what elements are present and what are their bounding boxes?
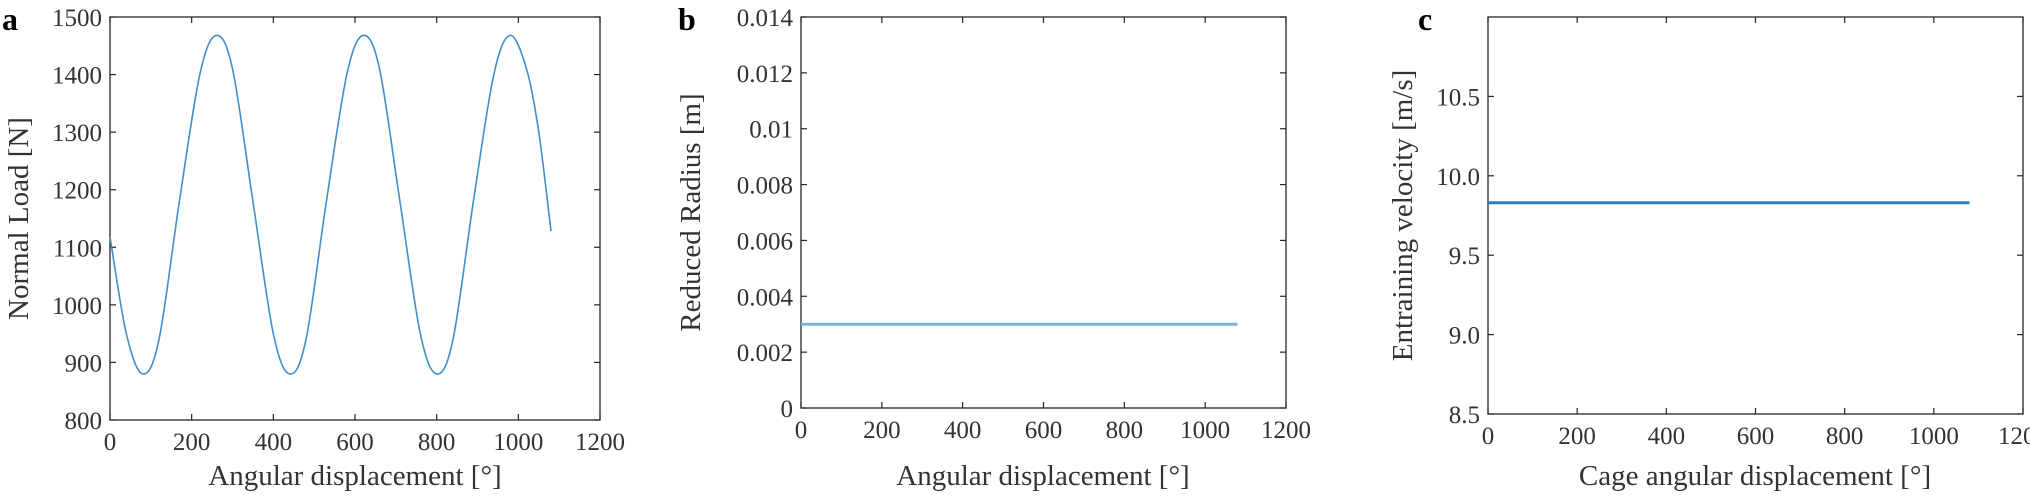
y-tick-label-c: 10.5	[1436, 84, 1480, 111]
x-tick-label-b: 400	[944, 417, 982, 444]
y-tick-label-a: 900	[65, 350, 103, 377]
panel-letter-c: c	[1418, 1, 1432, 37]
panel-b: b 0 200 400 600 800 1000 120000.0020.0040.0060…	[675, 1, 1311, 492]
x-tick-label-a: 800	[418, 429, 456, 456]
x-tick-label-b: 800	[1106, 417, 1144, 444]
plot-area-b: 0 200 400 600 800 1000 1200 0 0.002 0.004 0.006 0.0…	[737, 5, 1311, 444]
x-axis-label-c: Cage angular displacement [°]	[1579, 460, 1931, 492]
x-tick-label-a: 1200	[575, 429, 625, 456]
y-tick-label-a: 1200	[52, 178, 102, 205]
x-tick-label-c: 800	[1826, 423, 1864, 450]
y-tick-label-b: 0.012	[737, 61, 793, 88]
x-tick-label-b: 0	[795, 417, 808, 444]
y-tick-label-b: 0.008	[737, 173, 793, 200]
y-tick-label-a: 1300	[52, 120, 102, 147]
y-tick-label-b: 0	[781, 396, 794, 423]
x-tick-label-b: 1000	[1180, 417, 1230, 444]
x-tick-label-c: 0	[1482, 423, 1495, 450]
y-tick-label-b: 0.002	[737, 340, 793, 367]
y-tick-label-c: 9.0	[1449, 323, 1480, 350]
x-tick-label-a: 600	[336, 429, 374, 456]
y-tick-label-b: 0.006	[737, 228, 793, 255]
y-tick-label-c: 10.0	[1436, 164, 1480, 191]
y-tick-label-a: 1100	[53, 235, 102, 262]
x-tick-label-a: 400	[255, 429, 293, 456]
y-tick-label-a: 1400	[52, 63, 102, 90]
y-axis-label-c: Entraining velocity [m/s]	[1387, 70, 1419, 362]
y-axis-label-a: Normal Load [N]	[3, 117, 35, 320]
x-tick-label-c: 1000	[1909, 423, 1959, 450]
x-tick-label-b: 200	[863, 417, 901, 444]
y-tick-label-a: 1500	[52, 5, 102, 32]
plot-frame-b	[800, 16, 1287, 409]
y-tick-label-c: 9.5	[1449, 243, 1480, 270]
x-tick-label-a: 200	[173, 429, 211, 456]
y-tick-label-c: 8.5	[1449, 402, 1480, 429]
x-tick-label-a: 1000	[493, 429, 543, 456]
x-tick-label-a: 0	[104, 429, 117, 456]
x-tick-label-b: 1200	[1261, 417, 1311, 444]
series-line-a	[109, 34, 552, 375]
x-tick-label-c: 1200	[1998, 423, 2030, 450]
y-tick-label-b: 0.014	[737, 5, 794, 32]
y-tick-label-b: 0.004	[737, 284, 794, 311]
panel-letter-b: b	[678, 1, 696, 37]
panel-c: c 0 200 400 600 800 1000 1200 8.5 9.0 9.5 10.0 10.5…	[1387, 1, 2030, 492]
x-tick-label-c: 600	[1737, 423, 1775, 450]
plot-frame-a	[109, 16, 601, 421]
x-axis-label-b: Angular displacement [°]	[896, 460, 1189, 492]
plot-area-a: 0 200 400 600 800 1000 1200 800 900 1000 1100 1200 1…	[52, 5, 625, 456]
panel-a: a 0 200 400 600 800 1000 1200 800 900 1000 1100 120…	[2, 1, 625, 492]
y-tick-label-b: 0.01	[749, 117, 793, 144]
x-tick-label-c: 400	[1648, 423, 1686, 450]
y-tick-label-a: 800	[65, 408, 103, 435]
y-axis-label-b: Reduced Radius [m]	[675, 93, 707, 331]
x-tick-label-b: 600	[1025, 417, 1063, 444]
x-axis-label-a: Angular displacement [°]	[208, 460, 501, 492]
plot-frame-c	[1487, 16, 2024, 415]
panel-letter-a: a	[2, 1, 18, 37]
x-tick-label-c: 200	[1558, 423, 1596, 450]
plot-area-c: 0 200 400 600 800 1000 1200 8.5 9.0 9.5 10.0 10.5	[1436, 17, 2030, 450]
y-tick-label-a: 1000	[52, 293, 102, 320]
